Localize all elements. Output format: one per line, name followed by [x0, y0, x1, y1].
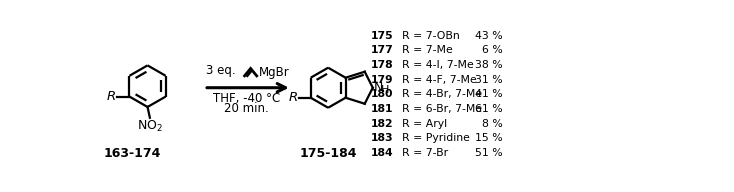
Text: R = 6-Br, 7-Me: R = 6-Br, 7-Me [401, 104, 482, 114]
Text: R = 7-Br: R = 7-Br [401, 148, 448, 158]
Text: 178: 178 [371, 60, 393, 70]
Text: THF, -40 °C: THF, -40 °C [213, 92, 280, 105]
Text: 31 %: 31 % [475, 75, 503, 85]
Text: R = Pyridine: R = Pyridine [401, 133, 470, 143]
Text: R = 4-Br, 7-Me: R = 4-Br, 7-Me [401, 89, 482, 99]
Text: 163-174: 163-174 [103, 147, 161, 160]
Text: R: R [288, 91, 297, 104]
Text: 43 %: 43 % [475, 31, 503, 41]
Text: 8 %: 8 % [482, 118, 503, 128]
Text: 20 min.: 20 min. [225, 102, 269, 115]
Text: R = 7-Me: R = 7-Me [401, 45, 452, 55]
Text: H: H [380, 85, 389, 95]
Text: 175-184: 175-184 [299, 147, 357, 160]
Text: MgBr: MgBr [259, 66, 290, 79]
Text: R = 4-I, 7-Me: R = 4-I, 7-Me [401, 60, 473, 70]
Text: NO$_2$: NO$_2$ [137, 119, 163, 134]
Text: 175: 175 [371, 31, 393, 41]
Text: 179: 179 [371, 75, 393, 85]
Text: R = 7-OBn: R = 7-OBn [401, 31, 459, 41]
Text: 177: 177 [371, 45, 393, 55]
Text: 183: 183 [371, 133, 393, 143]
Text: R = 4-F, 7-Me: R = 4-F, 7-Me [401, 75, 476, 85]
Text: 3 eq.: 3 eq. [206, 64, 236, 77]
Text: 182: 182 [371, 118, 393, 128]
Text: N: N [374, 81, 383, 94]
Text: 51 %: 51 % [475, 148, 503, 158]
Text: 41 %: 41 % [475, 89, 503, 99]
Text: 184: 184 [371, 148, 393, 158]
Text: 181: 181 [371, 104, 393, 114]
Text: 180: 180 [371, 89, 393, 99]
Text: 38 %: 38 % [475, 60, 503, 70]
Text: R = Aryl: R = Aryl [401, 118, 447, 128]
Text: R: R [106, 90, 115, 103]
Text: 6 %: 6 % [482, 45, 503, 55]
Text: 61 %: 61 % [475, 104, 503, 114]
Text: 15 %: 15 % [475, 133, 503, 143]
